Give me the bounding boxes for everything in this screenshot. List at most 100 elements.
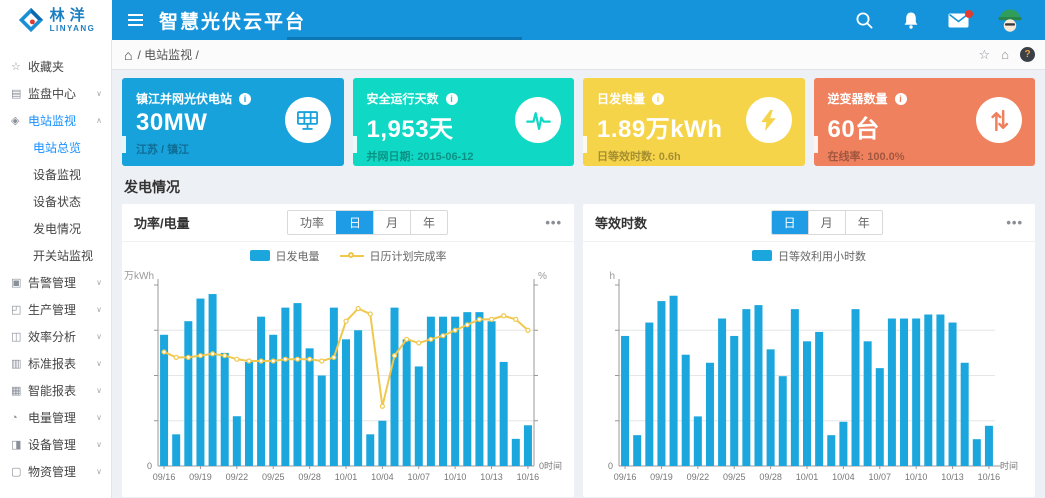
svg-text:09/25: 09/25 (723, 472, 746, 482)
pulse-icon (515, 97, 561, 143)
legend-item[interactable]: 日发电量 (249, 248, 320, 264)
more-menu-icon[interactable]: ••• (1006, 215, 1023, 230)
inverter-card[interactable]: 逆变器数量 i 60台在线率: 100.0% (813, 78, 1035, 166)
notification-dot (965, 9, 973, 18)
period-tabs: 功率日月年 (286, 210, 449, 235)
home-icon[interactable]: ⌂ (124, 46, 133, 63)
tab-月[interactable]: 月 (807, 211, 845, 234)
sidebar-item-device-status[interactable]: 设备状态 (0, 188, 111, 215)
home-shortcut-icon[interactable]: ⌂ (1001, 47, 1009, 62)
user-avatar[interactable] (997, 7, 1023, 33)
svg-text:%: % (538, 271, 547, 282)
card-value: 60台 (827, 116, 880, 143)
sidebar-item-switch-station-monitor[interactable]: 开关站监视 (0, 242, 111, 269)
info-icon[interactable]: i (239, 92, 252, 105)
sidebar-item-station-overview[interactable]: 电站总览 (0, 134, 111, 161)
report-icon: ▥ (11, 358, 22, 370)
tab-功率[interactable]: 功率 (287, 211, 336, 234)
tab-日[interactable]: 日 (771, 211, 808, 234)
sidebar-item-label: 设备监视 (33, 168, 82, 182)
svg-text:10/04: 10/04 (832, 472, 855, 482)
card-subtitle: 江苏 / 镇江 (136, 144, 190, 156)
sidebar-item-station-monitor[interactable]: ◈ 电站监视 ∧ (0, 107, 111, 134)
sidebar-item-monitor-center[interactable]: ▤ 监盘中心 ∨ (0, 80, 111, 107)
smart-report-icon: ▦ (11, 385, 22, 397)
legend-bar-swatch (752, 250, 772, 261)
station-icon: ◈ (11, 115, 20, 127)
sidebar-item-smart-report[interactable]: ▦ 智能报表 ∨ (0, 377, 111, 404)
legend-label: 日历计划完成率 (369, 250, 447, 263)
breadcrumb-bar: ⌂ / 电站监视 / ☆ ⌂ ? (112, 40, 1045, 70)
chart-legend: 日等效利用小时数 (583, 242, 1035, 269)
section-title: 发电情况 (124, 179, 180, 195)
search-icon[interactable] (855, 11, 874, 30)
svg-text:09/22: 09/22 (226, 472, 249, 482)
svg-text:10/01: 10/01 (335, 472, 358, 482)
tab-日[interactable]: 日 (335, 211, 373, 234)
production-icon: ◰ (11, 304, 22, 316)
tab-年[interactable]: 年 (410, 211, 448, 234)
legend-line-swatch (339, 251, 364, 258)
clock-icon: ◔ (11, 411, 18, 424)
alarm-icon: ▣ (11, 277, 22, 289)
brand-name: 林洋 (49, 6, 90, 24)
sidebar-item-device-mgmt[interactable]: ◨ 设备管理 ∨ (0, 431, 111, 458)
sidebar-item-energy-mgmt[interactable]: ◔ 电量管理 ∨ (0, 404, 111, 431)
breadcrumb: / 电站监视 / (137, 48, 199, 62)
sidebar-item-favorites[interactable]: ☆ 收藏夹 (0, 53, 111, 80)
chevron-up-icon: ∧ (96, 116, 102, 125)
card-title-text: 日发电量 (597, 92, 646, 106)
sidebar-item-generation-status[interactable]: 发电情况 (0, 215, 111, 242)
more-menu-icon[interactable]: ••• (545, 215, 562, 230)
legend-item[interactable]: 日等效利用小时数 (752, 248, 866, 264)
tab-年[interactable]: 年 (844, 211, 882, 234)
device-icon: ◨ (11, 439, 22, 451)
info-icon[interactable]: i (652, 92, 665, 105)
card-title: 逆变器数量 i (828, 90, 1022, 107)
svg-text:0时间: 0时间 (539, 460, 562, 471)
sidebar-item-material-mgmt[interactable]: ▢ 物资管理 ∨ (0, 458, 111, 485)
chevron-down-icon: ∨ (96, 305, 102, 314)
help-icon[interactable]: ? (1020, 47, 1035, 62)
period-tabs: 日月年 (770, 210, 883, 235)
svg-text:10/01: 10/01 (796, 472, 819, 482)
svg-text:09/25: 09/25 (262, 472, 285, 482)
chevron-down-icon: ∨ (96, 332, 102, 341)
monitor-icon: ▤ (11, 88, 22, 100)
svg-text:10/16: 10/16 (517, 472, 540, 482)
sidebar-item-device-monitor[interactable]: 设备监视 (0, 161, 111, 188)
bell-icon[interactable] (902, 11, 920, 30)
info-icon[interactable]: i (894, 92, 907, 105)
svg-text:0: 0 (147, 461, 152, 471)
svg-text:10/16: 10/16 (978, 472, 1001, 482)
card-title: 日发电量 i (597, 90, 791, 107)
main-content: 镇江并网光伏电站 i 30MW 江苏 / 镇江 安全运行天数 i 1,953天 并网日期: 2… (112, 70, 1045, 498)
app-header: 林洋 LINYANG 智慧光伏云平台 (0, 0, 1045, 40)
svg-text:万kWh: 万kWh (124, 271, 154, 282)
svg-text:09/19: 09/19 (650, 472, 673, 482)
legend-item[interactable]: 日历计划完成率 (339, 248, 447, 264)
menu-toggle-icon[interactable] (128, 14, 143, 26)
sidebar-item-production-mgmt[interactable]: ◰ 生产管理 ∨ (0, 296, 111, 323)
favorite-star-icon[interactable]: ☆ (978, 46, 991, 62)
sidebar-item-label: 电站总览 (33, 141, 82, 155)
daily-energy-card[interactable]: 日发电量 i 1.89万kWh 日等效时数: 0.6h (583, 78, 805, 166)
mail-icon[interactable] (948, 9, 973, 28)
sidebar-item-label: 生产管理 (28, 303, 77, 317)
power-energy-chart: 09/16 09/19 09/22 09/25 09/28 10/01 10/04 10/07… (124, 271, 562, 482)
chart-title: 功率/电量 (134, 216, 190, 231)
svg-text:09/16: 09/16 (614, 472, 637, 482)
sidebar-item-alarm-mgmt[interactable]: ▣ 告警管理 ∨ (0, 269, 111, 296)
sidebar-item-efficiency-analysis[interactable]: ◫ 效率分析 ∨ (0, 323, 111, 350)
info-icon[interactable]: i (445, 92, 458, 105)
svg-text:09/19: 09/19 (189, 472, 212, 482)
brand-subname: LINYANG (49, 23, 96, 33)
company-logo: 林洋 LINYANG (0, 0, 112, 40)
sidebar-item-standard-report[interactable]: ▥ 标准报表 ∨ (0, 350, 111, 377)
card-subtitle: 在线率: 100.0% (827, 151, 905, 163)
safe-days-card[interactable]: 安全运行天数 i 1,953天 并网日期: 2015-06-12 (352, 78, 574, 166)
station-card[interactable]: 镇江并网光伏电站 i 30MW 江苏 / 镇江 (122, 78, 344, 166)
legend-label: 日等效利用小时数 (778, 250, 866, 263)
tab-月[interactable]: 月 (372, 211, 410, 234)
card-title-text: 镇江并网光伏电站 (136, 92, 233, 106)
